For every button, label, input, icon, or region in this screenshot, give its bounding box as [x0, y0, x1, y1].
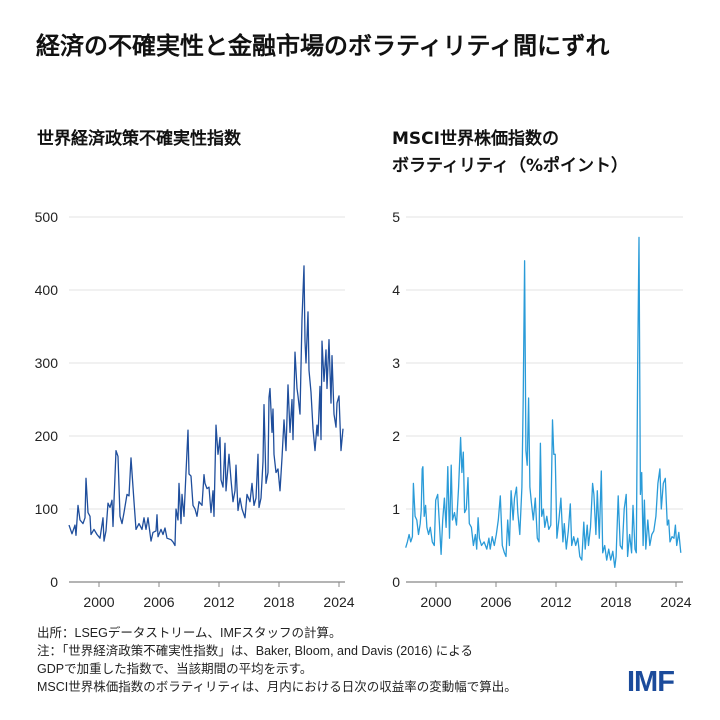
left-x-tick-label: 2018: [263, 594, 294, 610]
left-x-tick-label: 2006: [143, 594, 174, 610]
footnotes: 出所：LSEGデータストリーム、IMFスタッフの計算。 注：「世界経済政策不確実…: [37, 624, 517, 696]
right-x-tick-label: 2012: [540, 594, 571, 610]
left-y-tick-label: 400: [35, 282, 59, 298]
source-note: 出所：LSEGデータストリーム、IMFスタッフの計算。: [37, 626, 342, 640]
right-y-tick-label: 1: [392, 501, 400, 517]
note-line-1: 注：「世界経済政策不確実性指数」は、Baker, Bloom, and Davi…: [37, 644, 473, 658]
left-chart-title: 世界経済政策不確実性指数: [37, 126, 241, 153]
right-y-tick-label: 4: [392, 282, 400, 298]
right-y-tick-label: 2: [392, 428, 400, 444]
left-chart-title-line: 世界経済政策不確実性指数: [37, 129, 241, 149]
right-chart-title-line-2: ボラティリティ（%ポイント）: [392, 156, 628, 176]
right-x-tick-label: 2024: [660, 594, 691, 610]
left-y-tick-label: 100: [35, 501, 59, 517]
left-y-tick-label: 0: [50, 574, 58, 590]
right-series-line: [405, 236, 682, 569]
right-chart-title-line-1: MSCI世界株価指数の: [392, 129, 559, 149]
left-y-tick-label: 200: [35, 428, 59, 444]
left-y-tick-label: 300: [35, 355, 59, 371]
right-x-tick-label: 2018: [600, 594, 631, 610]
chart-title: 経済の不確実性と金融市場のボラティリティ間にずれ: [36, 32, 610, 60]
right-y-tick-label: 3: [392, 355, 400, 371]
note-line-3: MSCI世界株価指数のボラティリティは、月内における日次の収益率の変動幅で算出。: [37, 680, 517, 694]
imf-logo: IMF: [627, 666, 675, 698]
left-x-tick-label: 2024: [323, 594, 354, 610]
right-chart-title: MSCI世界株価指数の ボラティリティ（%ポイント）: [392, 126, 628, 180]
right-y-tick-label: 5: [392, 209, 400, 225]
left-x-tick-label: 2000: [83, 594, 114, 610]
right-x-tick-label: 2006: [480, 594, 511, 610]
right-x-tick-label: 2000: [420, 594, 451, 610]
note-line-2: GDPで加重した指数で、当該期間の平均を示す。: [37, 662, 313, 676]
left-y-tick-label: 500: [35, 209, 59, 225]
left-x-tick-label: 2012: [203, 594, 234, 610]
right-y-tick-label: 0: [392, 574, 400, 590]
left-series-line: [68, 265, 344, 547]
